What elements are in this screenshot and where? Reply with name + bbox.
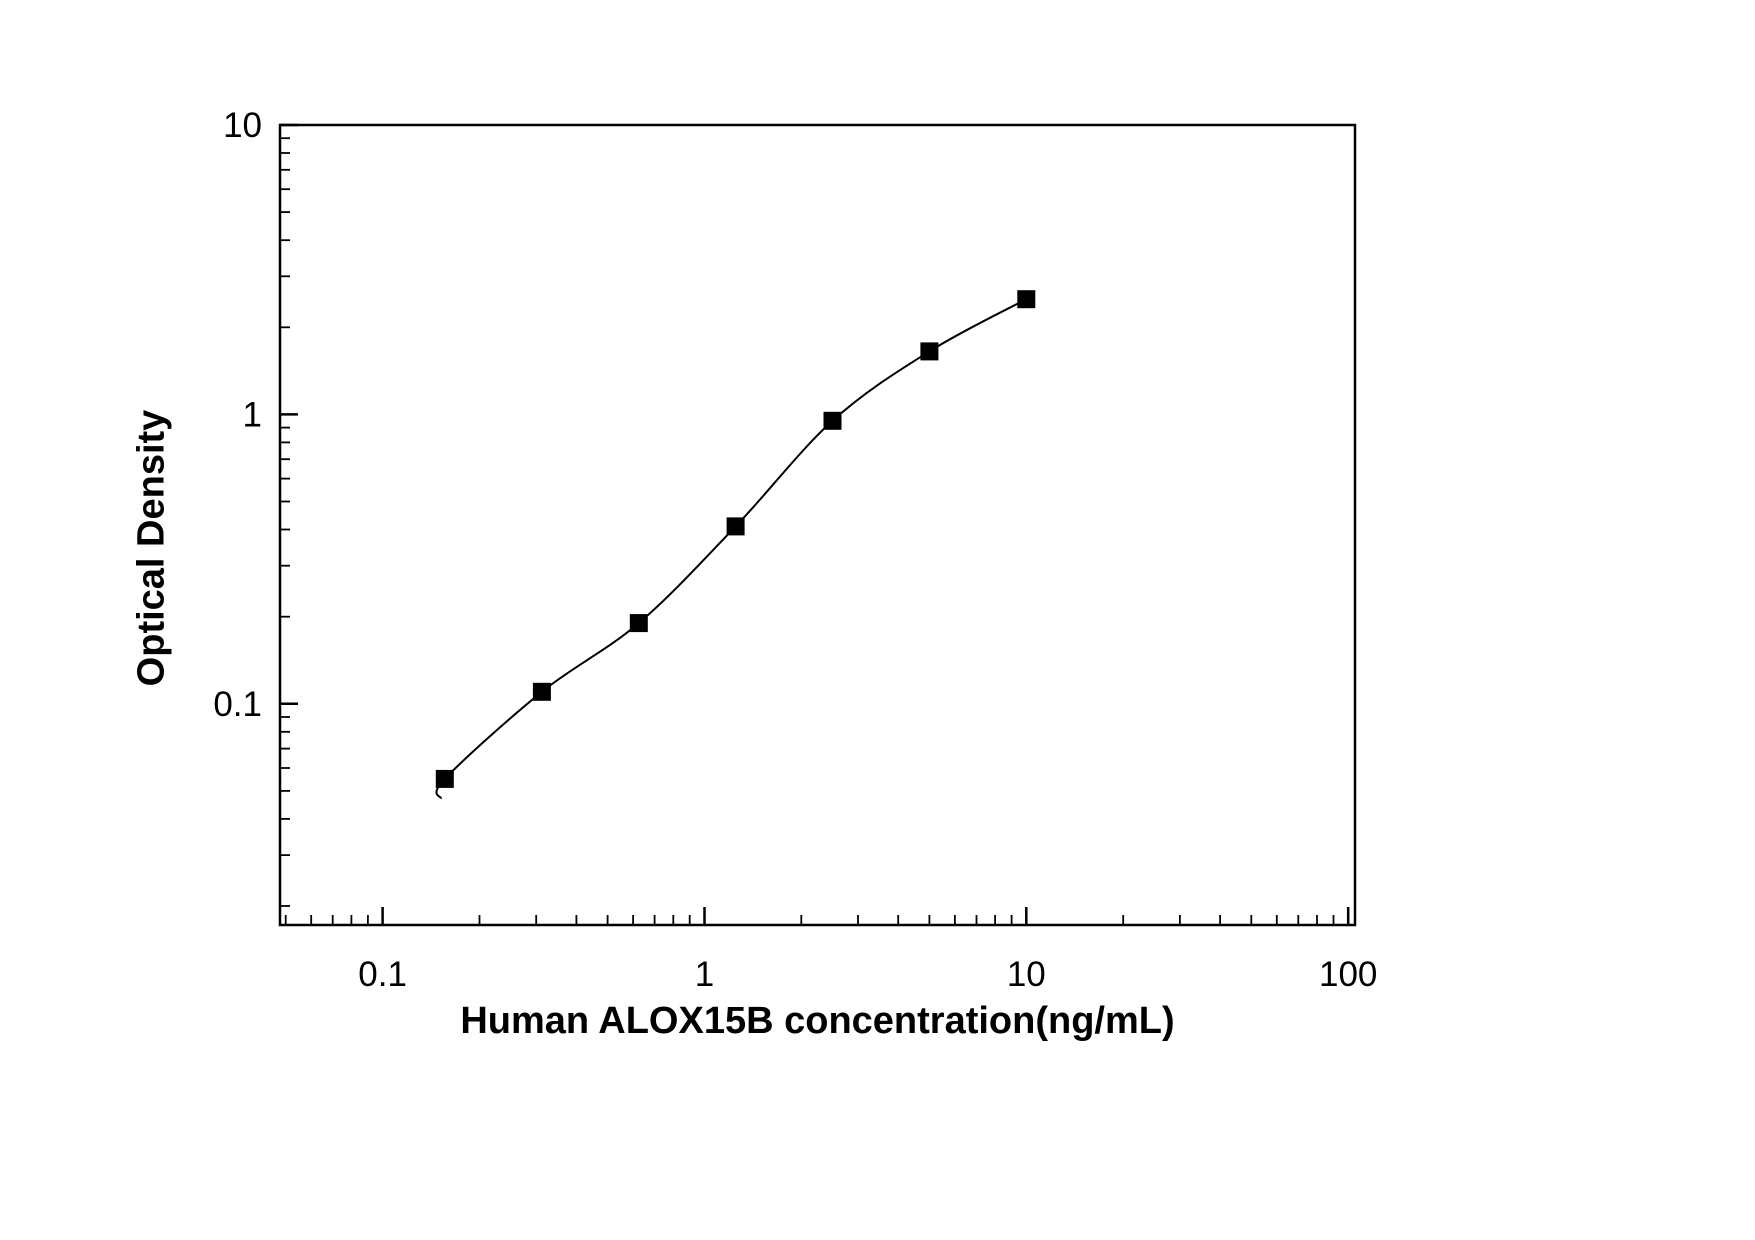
- y-tick-label: 10: [223, 106, 262, 145]
- data-point-marker: [823, 411, 842, 430]
- x-tick-label: 100: [1319, 955, 1377, 994]
- data-point-marker: [726, 517, 745, 536]
- y-axis-title: Optical Density: [130, 409, 173, 687]
- data-point-marker: [532, 682, 551, 701]
- x-axis-title: Human ALOX15B concentration(ng/mL): [460, 1000, 1175, 1042]
- x-tick-label: 1: [695, 955, 714, 994]
- x-tick-label: 10: [1007, 955, 1046, 994]
- y-tick-label: 0.1: [213, 685, 262, 724]
- y-tick-label: 1: [243, 395, 262, 434]
- data-point-marker: [1017, 290, 1036, 309]
- fit-curve: [435, 298, 1027, 800]
- plot-frame: [278, 123, 1357, 927]
- data-point-marker: [920, 342, 939, 361]
- x-tick-label: 0.1: [358, 955, 407, 994]
- data-point-marker: [629, 614, 648, 633]
- data-point-marker: [435, 769, 454, 788]
